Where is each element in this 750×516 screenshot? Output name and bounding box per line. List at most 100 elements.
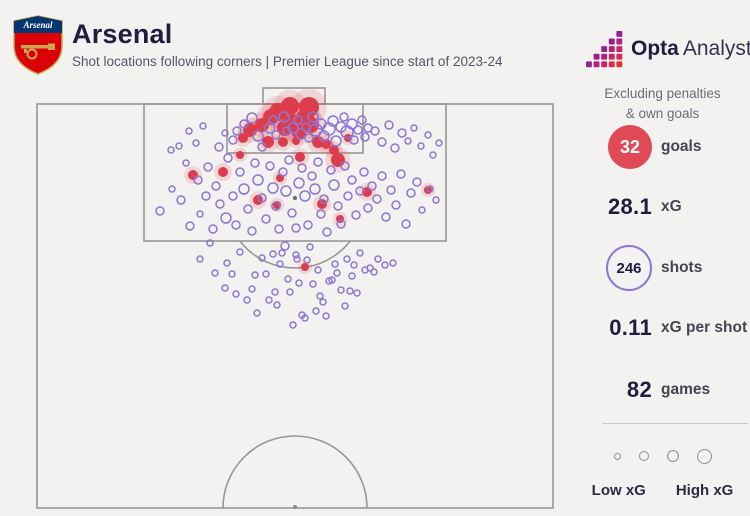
opta-mark-square [616,46,623,53]
shot-marker [417,142,425,150]
legend-high-label: High xG [675,482,734,499]
shot-marker [220,212,232,224]
shot-marker [280,241,290,251]
shot-marker [258,254,266,262]
shot-marker [319,298,327,306]
shot-marker [278,249,286,257]
shot-marker [401,219,411,229]
goals-badge: 32 [608,125,652,169]
shot-marker [257,193,267,203]
shot-marker [261,214,271,224]
shot-marker [193,175,203,185]
shot-marker [293,255,301,263]
shot-marker [293,177,305,189]
shot-marker [199,122,207,130]
shot-marker [243,204,253,214]
opta-mark-square [608,61,615,68]
shot-marker [262,270,270,278]
shot-marker [252,130,264,142]
shot-marker [386,185,396,195]
opta-mark-square [616,30,623,37]
shot-marker [381,212,391,222]
shot-marker [346,287,354,295]
shot-marker [253,309,261,317]
page-title: Arsenal [72,19,173,49]
goal-marker [291,123,307,139]
shot-marker [232,290,240,298]
shot-marker [284,155,294,165]
shot-marker [341,302,349,310]
shot-marker [309,183,321,195]
shot-marker [247,226,257,236]
shot-marker [301,314,309,322]
shot-marker [307,171,317,181]
shot-marker [355,186,365,196]
legend-size-circle [638,451,649,461]
stats-panel: Excluding penalties & own goals 32 goals… [575,0,750,516]
opta-mark-square [593,61,600,68]
crest-text: Arsenal [22,20,53,30]
xg-label: xG [661,198,682,215]
shot-marker [330,135,342,147]
opta-mark-square [586,61,592,68]
centre-circle [222,435,368,509]
shot-marker [391,200,401,210]
goal-marker [329,145,339,155]
shot-marker [273,301,281,309]
goal-marker [218,167,228,177]
shot-marker [304,133,314,143]
shot-marker [211,181,221,191]
legend-size-circle [613,452,621,460]
shot-marker [377,171,387,181]
opta-mark-square [616,38,623,45]
shots-label: shots [661,259,703,276]
penalty-spot [292,195,298,201]
shot-marker [185,221,195,231]
shot-marker [429,151,437,159]
shot-marker [238,183,250,195]
goal-marker [317,199,327,209]
shot-marker [291,223,301,233]
opta-mark-square [601,61,608,68]
opta-mark-square [601,46,608,53]
shot-marker [176,195,186,205]
pitch-outline [36,103,554,509]
shot-marker [367,181,377,191]
shot-marker [274,224,284,234]
shots-badge: 246 [606,245,652,291]
opta-mark-square [608,38,615,45]
shot-marker [370,126,380,136]
shot-marker [349,135,359,145]
shot-marker [390,143,400,153]
shot-marker [357,115,367,125]
opta-mark-square [616,61,623,68]
shot-marker [412,177,422,187]
legend-low-label: Low xG [591,482,646,499]
shot-marker [406,188,416,198]
shot-marker [337,286,345,294]
shot-marker [316,209,326,219]
shot-marker [271,201,281,211]
shot-marker [243,296,251,304]
stat-xg: 28.1 xG [575,193,750,221]
games-value: 82 [626,377,652,402]
opta-mark-square [601,53,608,60]
shot-marker [208,224,218,234]
opta-mark-square [608,53,615,60]
shot-marker [175,142,183,150]
shot-marker [307,111,319,123]
goal-marker [278,137,288,147]
stat-xg-per-shot: 0.11 xG per shot [575,314,750,342]
brand-name-bold: Opta [631,37,679,60]
shot-marker [246,112,258,124]
goal-marker [331,153,345,167]
shot-marker [293,115,303,125]
shot-marker [215,199,225,209]
shot-marker [410,124,418,132]
legend-size-circle [666,450,679,462]
legend-size-circle [696,448,712,464]
opta-mark-square [608,46,615,53]
shot-marker [353,125,363,135]
shot-marker [221,129,229,137]
